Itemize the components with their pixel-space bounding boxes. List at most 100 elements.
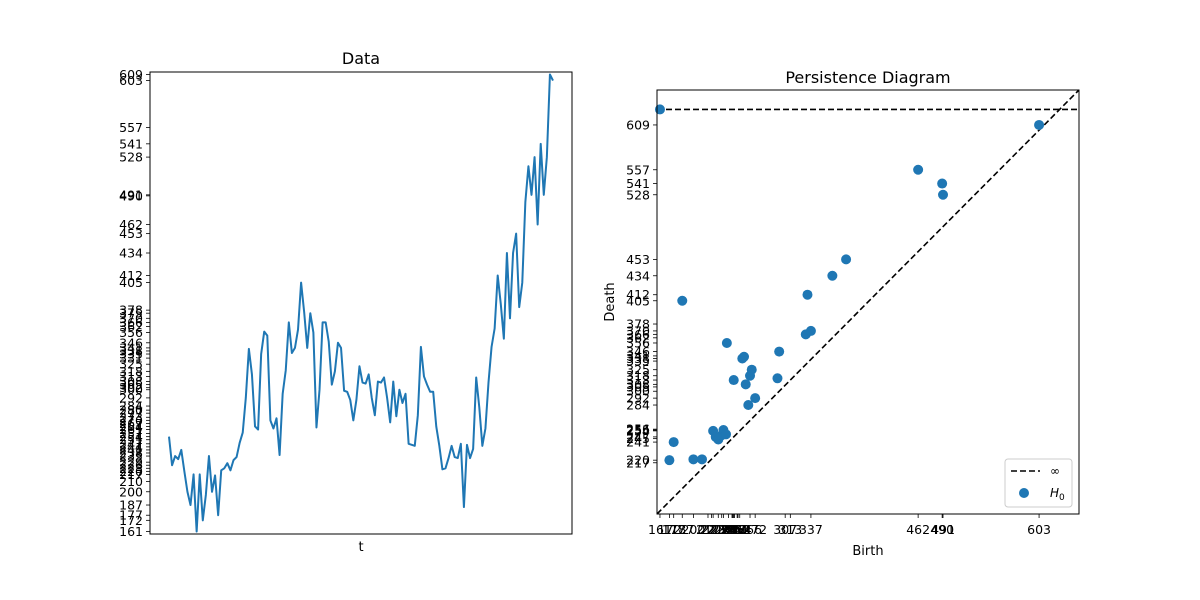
y-tick-label: 200 [119,484,143,499]
persistence-diagram-title: Persistence Diagram [785,68,950,87]
y-tick-label: 528 [626,187,650,202]
x-tick-label: 223 [701,522,725,537]
x-tick-label: 266 [738,522,762,537]
h0-point [841,254,852,265]
y-tick-label: 172 [119,513,143,528]
x-tick-label: 233 [710,522,734,537]
y-tick-label: 220 [119,464,143,479]
x-tick-label: 252 [726,522,750,537]
y-tick-label: 264 [119,419,143,434]
data-line-chart: Data 16117217718720021021722022322622923… [119,49,573,555]
y-tick-label: 302 [119,380,143,395]
line-chart-title: Data [342,49,380,68]
y-tick-label: 238 [119,445,143,460]
x-tick-label: 313 [778,522,802,537]
y-tick-label: 434 [119,246,143,261]
h0-point [772,373,783,384]
diagonal-line [656,89,1080,515]
y-tick-label: 300 [626,384,650,399]
persistence-frame [656,89,1080,515]
x-tick-label: 246 [721,522,745,537]
x-tick-label: 221 [699,522,723,537]
x-tick-label: 337 [799,522,823,537]
y-tick-label: 292 [119,390,143,405]
y-tick-label: 247 [119,436,143,451]
persistence-y-ticks: 2172202412452472542552562842923003053083… [626,117,657,470]
x-tick-label: 603 [1027,522,1051,537]
y-tick-label: 378 [626,317,650,332]
x-tick-label: 251 [725,522,749,537]
x-tick-label: 217 [696,522,720,537]
x-tick-label: 247 [722,522,746,537]
y-tick-label: 490 [119,188,143,203]
y-tick-label: 378 [119,303,143,318]
y-tick-label: 370 [626,323,650,338]
y-tick-label: 362 [119,319,143,334]
y-tick-label: 277 [119,406,143,421]
y-tick-label: 270 [119,413,143,428]
h0-point [668,437,679,448]
y-tick-label: 273 [119,410,143,425]
y-tick-label: 217 [626,455,650,470]
y-tick-label: 245 [626,431,650,446]
h0-point [677,295,688,306]
y-tick-label: 241 [119,442,143,457]
h0-point [805,325,816,336]
h0-point [696,454,707,465]
h0-point [802,289,813,300]
x-tick-label: 229 [706,522,730,537]
y-tick-label: 305 [119,377,143,392]
persistence-diagram: Persistence Diagram 16117217718720021722… [603,68,1080,559]
line-chart-y-ticks: 1611721771872002102172202232262292352382… [119,67,150,539]
y-tick-label: 308 [626,377,650,392]
y-tick-label: 308 [119,374,143,389]
y-tick-label: 229 [119,455,143,470]
y-tick-label: 267 [119,416,143,431]
x-tick-label: 462 [906,522,930,537]
y-tick-label: 313 [119,369,143,384]
h0-point [774,346,785,357]
y-tick-label: 254 [119,429,143,444]
y-tick-label: 412 [626,287,650,302]
y-tick-label: 313 [626,373,650,388]
x-tick-label: 241 [717,522,741,537]
y-tick-label: 318 [626,368,650,383]
y-tick-label: 356 [626,335,650,350]
x-tick-label: 245 [720,522,744,537]
y-tick-label: 346 [626,344,650,359]
y-tick-label: 609 [119,67,143,82]
h0-point [1034,119,1045,130]
h0-point [743,400,754,411]
y-tick-label: 292 [626,391,650,406]
y-tick-label: 338 [626,351,650,366]
y-tick-label: 244 [119,439,143,454]
y-tick-label: 370 [119,311,143,326]
y-tick-label: 261 [119,422,143,437]
y-tick-label: 284 [119,399,143,414]
y-tick-label: 335 [626,354,650,369]
y-tick-label: 609 [626,117,650,132]
persistence-x-ticks: 1611721771872002172212232292332352412452… [648,514,1051,537]
h0-point [721,337,732,348]
x-tick-label: 491 [931,522,955,537]
y-tick-label: 557 [626,162,650,177]
y-tick-label: 462 [119,217,143,232]
y-tick-label: 412 [119,268,143,283]
h0-point [750,393,761,404]
x-tick-label: 248 [723,522,747,537]
h0-point [664,455,675,466]
y-tick-label: 226 [119,458,143,473]
y-tick-label: 257 [119,426,143,441]
y-tick-label: 375 [119,306,143,321]
y-tick-label: 405 [119,275,143,290]
h0-point [827,270,838,281]
y-tick-label: 210 [119,474,143,489]
h0-point [739,351,750,362]
y-tick-label: 356 [119,325,143,340]
y-tick-label: 341 [119,340,143,355]
h0-point [937,178,948,189]
x-tick-label: 254 [728,522,752,537]
y-tick-label: 223 [119,461,143,476]
y-tick-label: 491 [119,187,143,202]
